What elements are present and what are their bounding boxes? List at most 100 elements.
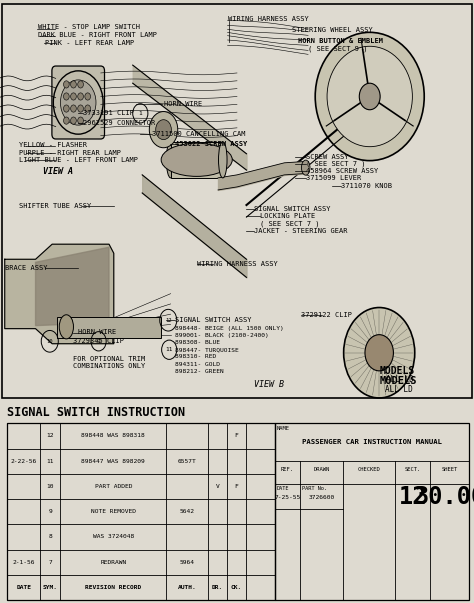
Text: PASSENGER CAR INSTRUCTION MANUAL: PASSENGER CAR INSTRUCTION MANUAL — [302, 439, 442, 445]
Text: 6557T: 6557T — [178, 459, 197, 464]
Text: REF.: REF. — [281, 467, 294, 472]
Text: LOCKING PLATE: LOCKING PLATE — [260, 213, 315, 219]
Text: 3726600: 3726600 — [309, 495, 335, 500]
Text: F: F — [235, 484, 238, 489]
Circle shape — [61, 80, 96, 125]
Text: HORN WIRE: HORN WIRE — [78, 329, 117, 335]
Text: 1: 1 — [138, 111, 142, 116]
Text: 3729345 CLIP: 3729345 CLIP — [73, 338, 125, 344]
Circle shape — [344, 308, 415, 398]
Circle shape — [64, 117, 69, 124]
Text: PART No.: PART No. — [301, 485, 327, 491]
Circle shape — [149, 112, 178, 148]
Text: DARK BLUE - RIGHT FRONT LAMP: DARK BLUE - RIGHT FRONT LAMP — [38, 32, 157, 38]
Bar — [57, 317, 161, 338]
Text: 11: 11 — [46, 459, 54, 464]
Bar — [2, 4, 472, 398]
Text: STEERING WHEEL ASSY: STEERING WHEEL ASSY — [292, 27, 372, 33]
Text: 9: 9 — [97, 339, 100, 344]
Text: V: V — [216, 484, 219, 489]
Text: LIGHT BLUE - LEFT FRONT LAMP: LIGHT BLUE - LEFT FRONT LAMP — [19, 157, 138, 163]
Circle shape — [64, 81, 69, 88]
Text: SHIFTER TUBE ASSY: SHIFTER TUBE ASSY — [19, 203, 91, 209]
Text: 3711070 KNOB: 3711070 KNOB — [341, 183, 392, 189]
Text: DR.: DR. — [212, 585, 223, 590]
Text: VIEW B: VIEW B — [254, 380, 283, 388]
Circle shape — [78, 117, 83, 124]
Text: 12: 12 — [399, 484, 427, 508]
Text: NOTE REMOVED: NOTE REMOVED — [91, 509, 136, 514]
Text: AUTH.: AUTH. — [178, 585, 197, 590]
Text: 9: 9 — [48, 509, 52, 514]
Ellipse shape — [301, 160, 310, 175]
Text: 458964 SCREW ASSY: 458964 SCREW ASSY — [306, 168, 378, 174]
Text: 894311- GOLD: 894311- GOLD — [175, 362, 220, 367]
Ellipse shape — [161, 144, 232, 176]
Circle shape — [78, 81, 83, 88]
Text: 10: 10 — [46, 339, 53, 344]
Text: HORN BUTTON & EMBLEM: HORN BUTTON & EMBLEM — [298, 38, 383, 44]
Text: 11: 11 — [165, 347, 173, 352]
Bar — [7, 423, 275, 600]
Circle shape — [365, 335, 393, 371]
Text: ( SEE SECT 9 ): ( SEE SECT 9 ) — [308, 46, 368, 52]
Ellipse shape — [327, 46, 412, 147]
FancyBboxPatch shape — [52, 66, 104, 139]
Text: 5964: 5964 — [180, 560, 195, 564]
Text: 898448- BEIGE (ALL 1500 ONLY): 898448- BEIGE (ALL 1500 ONLY) — [175, 326, 284, 330]
Text: SECT.: SECT. — [405, 467, 421, 472]
Text: WIRING HARNESS ASSY: WIRING HARNESS ASSY — [228, 16, 308, 22]
Text: 30.00: 30.00 — [414, 484, 474, 508]
Circle shape — [71, 93, 76, 100]
Text: 5642: 5642 — [180, 509, 195, 514]
Text: 10: 10 — [46, 484, 54, 489]
Bar — [0, 399, 474, 603]
Text: SIGNAL SWITCH INSTRUCTION: SIGNAL SWITCH INSTRUCTION — [7, 406, 185, 420]
Text: 898212- GREEN: 898212- GREEN — [175, 369, 224, 374]
Text: PURPLE - RIGHT REAR LAMP: PURPLE - RIGHT REAR LAMP — [19, 150, 121, 156]
Text: 7-25-55: 7-25-55 — [274, 495, 301, 500]
Ellipse shape — [315, 33, 424, 160]
Text: 3715099 LEVER: 3715099 LEVER — [306, 175, 361, 182]
Ellipse shape — [166, 142, 175, 178]
Text: 3729122 CLIP: 3729122 CLIP — [301, 312, 352, 318]
Circle shape — [78, 105, 83, 112]
Polygon shape — [5, 244, 114, 344]
Text: WAS 3724048: WAS 3724048 — [92, 534, 134, 540]
Circle shape — [64, 93, 69, 100]
Text: DATE: DATE — [16, 585, 31, 590]
Text: MODELS: MODELS — [379, 376, 417, 386]
Text: CK.: CK. — [231, 585, 242, 590]
Text: SYM.: SYM. — [43, 585, 58, 590]
Polygon shape — [36, 247, 109, 326]
Text: 2-1-56: 2-1-56 — [12, 560, 35, 564]
Text: VIEW A: VIEW A — [43, 168, 73, 176]
Text: SIGNAL SWITCH ASSY: SIGNAL SWITCH ASSY — [254, 206, 330, 212]
Text: WIRING HARNESS ASSY: WIRING HARNESS ASSY — [197, 260, 277, 267]
Text: SHEET: SHEET — [442, 467, 458, 472]
Bar — [171, 142, 223, 178]
Text: 453022 SCREW ASSY: 453022 SCREW ASSY — [175, 140, 247, 147]
Text: 899001- BLACK (2100-2400): 899001- BLACK (2100-2400) — [175, 333, 269, 338]
Text: DRAWN: DRAWN — [313, 467, 330, 472]
Text: 898310- RED: 898310- RED — [175, 355, 217, 359]
Text: DATE: DATE — [276, 485, 289, 491]
Text: ( SEE SECT 7 ): ( SEE SECT 7 ) — [260, 221, 319, 227]
Text: HORN WIRE: HORN WIRE — [164, 101, 202, 107]
Circle shape — [71, 81, 76, 88]
Text: ALL LD: ALL LD — [385, 385, 413, 394]
Text: 3733191 CLIP: 3733191 CLIP — [83, 110, 134, 116]
Text: YELLOW - FLASHER: YELLOW - FLASHER — [19, 142, 87, 148]
Text: FOR OPTIONAL TRIM: FOR OPTIONAL TRIM — [73, 356, 146, 362]
Circle shape — [71, 117, 76, 124]
Circle shape — [85, 93, 91, 100]
Circle shape — [71, 105, 76, 112]
Text: REVISION RECORD: REVISION RECORD — [85, 585, 141, 590]
Circle shape — [85, 105, 91, 112]
Text: CHECKED: CHECKED — [358, 467, 381, 472]
Text: ( SEE SECT 7 ): ( SEE SECT 7 ) — [306, 161, 365, 167]
Text: COMBINATIONS ONLY: COMBINATIONS ONLY — [73, 363, 146, 369]
Text: 7: 7 — [48, 560, 52, 564]
Text: BRACE ASSY: BRACE ASSY — [5, 265, 47, 271]
Text: PINK - LEFT REAR LAMP: PINK - LEFT REAR LAMP — [45, 40, 134, 46]
